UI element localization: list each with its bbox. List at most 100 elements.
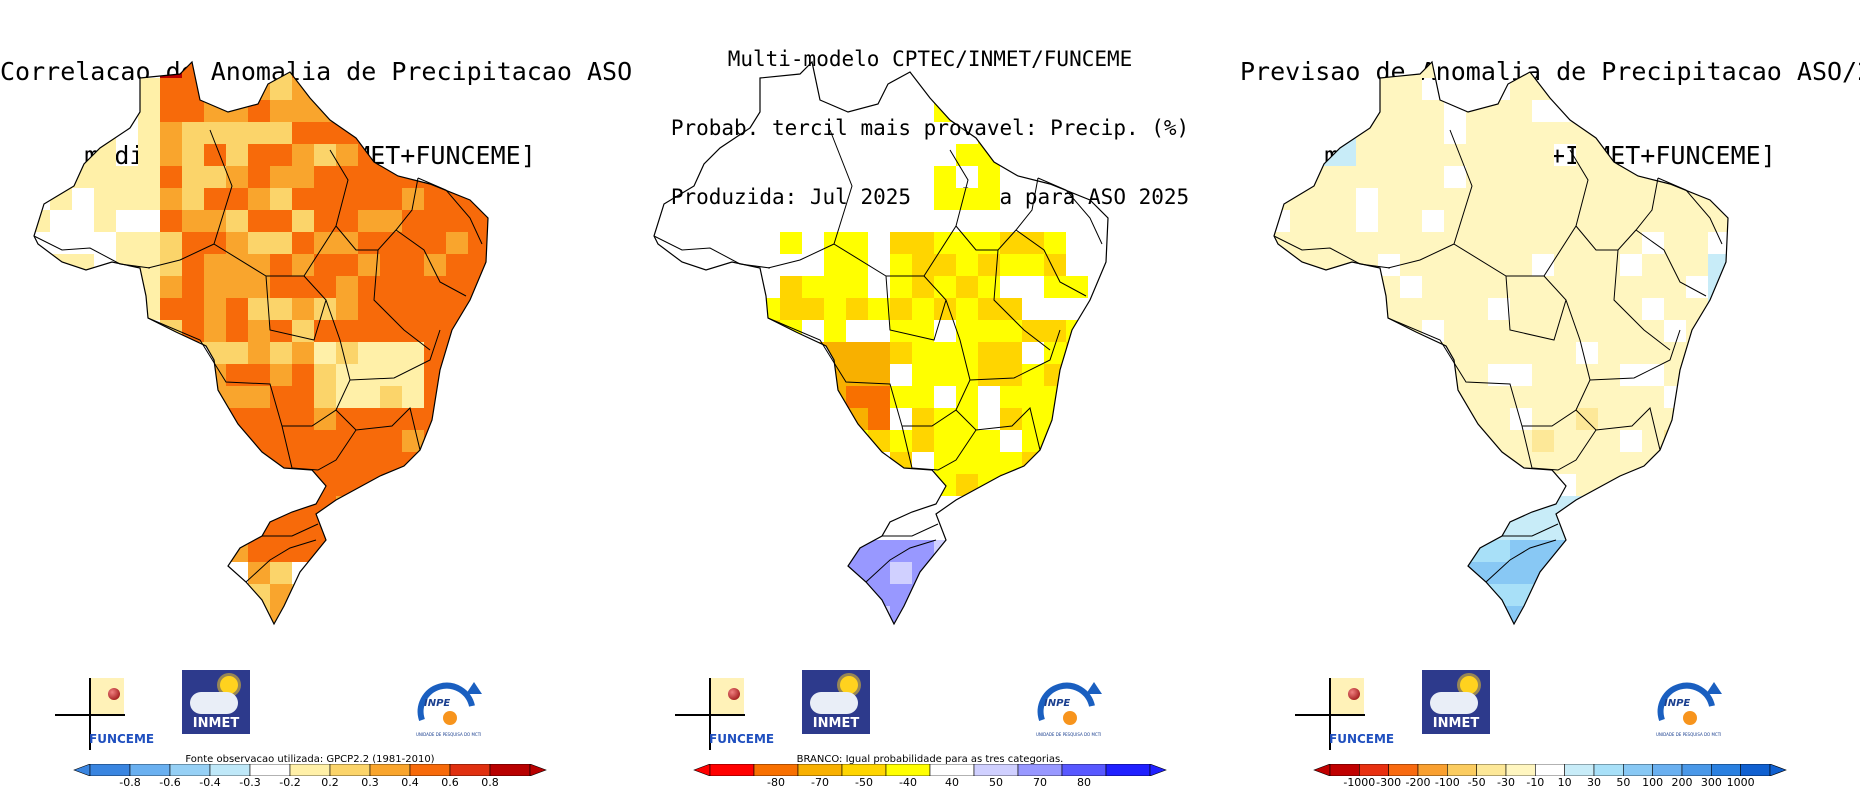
grid-cell [380,320,402,342]
state-border [147,317,283,427]
grid-cell [1334,320,1356,342]
grid-cell [402,584,424,606]
source-note: Fonte observacao utilizada: GPCP2.2 (198… [185,754,435,765]
grid-cell [490,386,512,408]
grid-cell [1356,364,1378,386]
grid-cell [270,122,292,144]
grid-cell [226,122,248,144]
grid-cell [912,430,934,452]
grid-cell [138,254,160,276]
grid-cell [116,628,138,650]
grid-cell [1598,100,1620,122]
grid-cell [934,342,956,364]
grid-cell [424,342,446,364]
grid-cell [934,276,956,298]
grid-cell [868,474,890,496]
grid-cell [1730,540,1752,562]
grid-cell [402,474,424,496]
grid-cell [1356,298,1378,320]
grid-cell [1312,628,1334,650]
inmet-sun-cloud-icon: INMET [182,670,250,734]
colorbar-tick-label: -300 [1376,776,1402,789]
grid-cell [50,254,72,276]
grid-cell [94,166,116,188]
grid-cell [138,364,160,386]
grid-cell [1400,540,1422,562]
grid-cell [204,430,226,452]
colorbar-tick-label: -1000 [1343,776,1376,789]
grid-cell [490,430,512,452]
grid-cell [1334,298,1356,320]
grid-cell [1664,144,1686,166]
grid-cell [1290,386,1312,408]
grid-cell [72,518,94,540]
grid-cell [846,584,868,606]
grid-cell [1598,364,1620,386]
border-line [653,235,771,269]
grid-cell [1730,210,1752,232]
grid-cell [204,122,226,144]
grid-cell [956,342,978,364]
grid-cell [1274,62,1290,78]
state-border [262,523,319,537]
grid-cell [978,254,1000,276]
grid-cell [270,254,292,276]
colorbar-tick-label: -0.3 [239,776,261,789]
grid-cell [1554,606,1576,624]
grid-cell [1664,254,1686,276]
grid-cell [1576,562,1598,584]
grid-cell [358,540,380,562]
grid-cell [1444,276,1466,298]
grid-cell [336,298,358,320]
grid-cell [424,628,446,650]
grid-cell [292,518,314,540]
grid-cell [846,430,868,452]
grid-cell [1378,210,1400,232]
grid-cell [802,386,824,408]
grid-cell [890,562,912,584]
grid-cell [138,276,160,298]
grid-cell [116,276,138,298]
grid-cell [1356,62,1378,78]
grid-cell [824,540,846,562]
grid-cell [336,276,358,298]
grid-cell [116,188,138,210]
grid-cell [446,518,468,540]
grid-cell [1510,144,1532,166]
grid-cell [248,62,270,78]
grid-cell [1466,166,1488,188]
grid-cell [270,144,292,166]
grid-cell [34,518,50,540]
grid-cell [358,232,380,254]
grid-cell [1488,320,1510,342]
grid-cell [270,210,292,232]
colorbar-swatch [709,764,755,776]
grid-cell [94,364,116,386]
grid-cell [758,342,780,364]
grid-cell [50,518,72,540]
grid-cell [1356,232,1378,254]
grid-cell [204,276,226,298]
grid-cell [1400,474,1422,496]
anomaly-grid [34,62,512,650]
colorbar-swatch [929,764,975,776]
grid-cell [1554,430,1576,452]
grid-cell [1400,166,1422,188]
grid-cell [292,232,314,254]
colorbar-swatch [1476,764,1507,776]
grid-cell [402,166,424,188]
grid-cell [1290,408,1312,430]
grid-cell [490,276,512,298]
grid-cell [336,100,358,122]
grid-cell [1488,496,1510,518]
grid-cell [1400,144,1422,166]
grid-cell [1708,430,1728,452]
grid-cell [270,276,292,298]
colorbar-arrow-left [693,764,711,776]
grid-cell [446,144,468,166]
state-border [1635,229,1707,297]
grid-cell [1334,276,1356,298]
grid-cell [1444,342,1466,364]
grid-cell [468,62,488,78]
grid-cell [1356,386,1378,408]
